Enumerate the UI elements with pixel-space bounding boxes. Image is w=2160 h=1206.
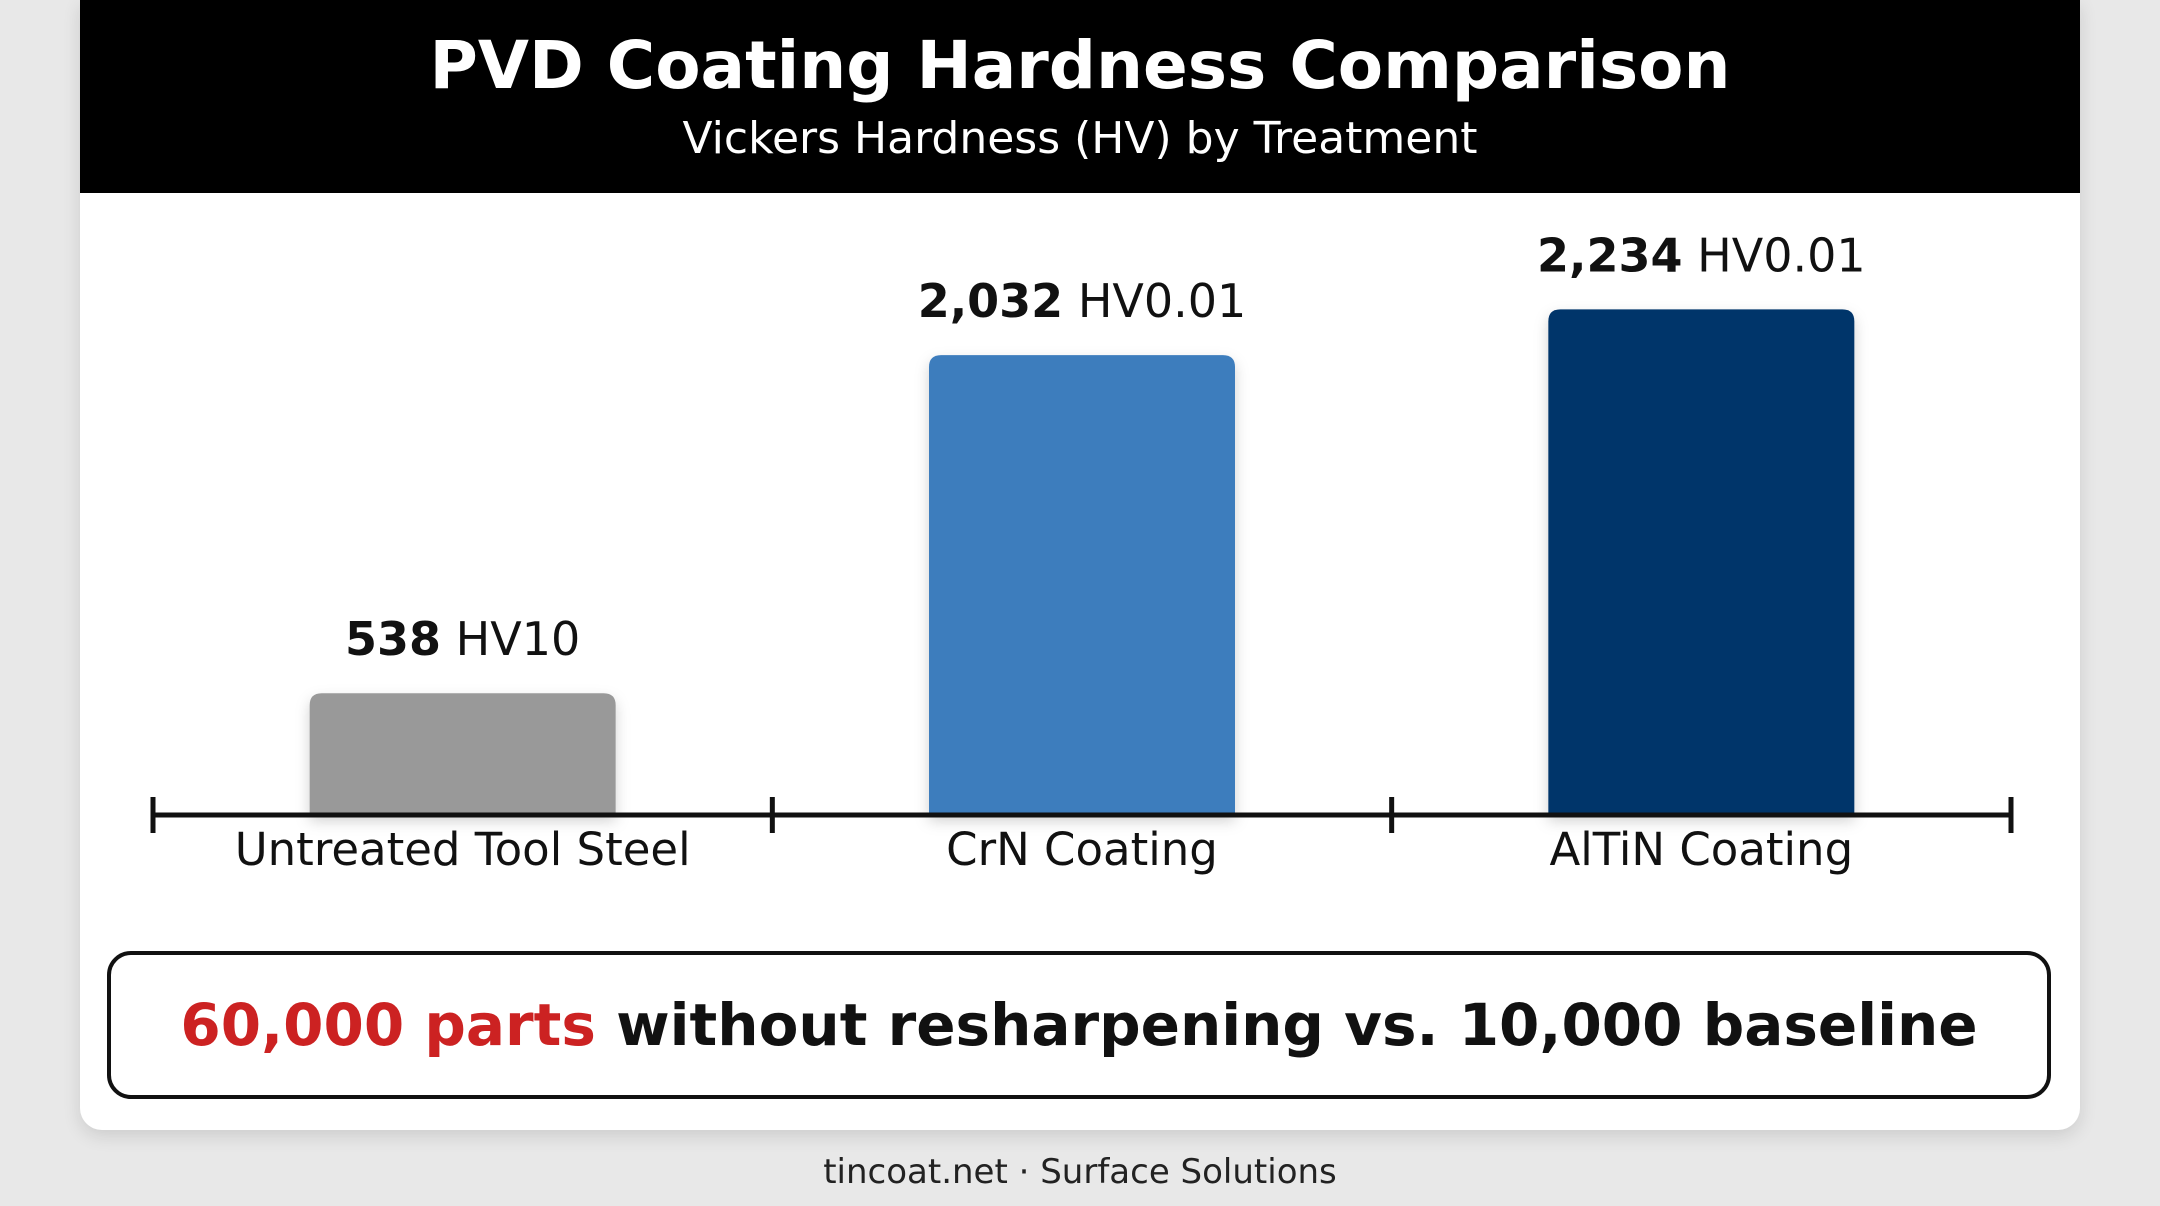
bar-chart: 538 HV10 Untreated Tool Steel 2,032 HV0.01…: [150, 228, 2014, 876]
category-label: AlTiN Coating: [1550, 823, 1854, 876]
bar-2: [929, 355, 1235, 815]
category-label: Untreated Tool Steel: [235, 823, 691, 876]
chart-card: PVD Coating Hardness Comparison Vickers …: [80, 0, 2080, 1130]
value-label: 538 HV10: [345, 612, 580, 666]
category-label: CrN Coating: [946, 823, 1218, 876]
result-banner: 60,000 parts without resharpening vs. 10…: [107, 951, 2051, 1099]
chart-header: PVD Coating Hardness Comparison Vickers …: [80, 0, 2080, 193]
value-label: 2,032 HV0.01: [918, 274, 1247, 328]
footer-source: tincoat.net · Surface Solutions: [823, 1152, 1337, 1192]
banner-highlight: 60,000 parts: [180, 991, 596, 1059]
bar-1: [309, 693, 616, 815]
bar-3: [1548, 309, 1855, 815]
chart-title: PVD Coating Hardness Comparison: [429, 27, 1731, 104]
chart-subtitle: Vickers Hardness (HV) by Treatment: [682, 113, 1478, 164]
value-label: 2,234 HV0.01: [1537, 228, 1866, 282]
banner-text: without resharpening vs. 10,000 baseline: [595, 991, 1978, 1059]
